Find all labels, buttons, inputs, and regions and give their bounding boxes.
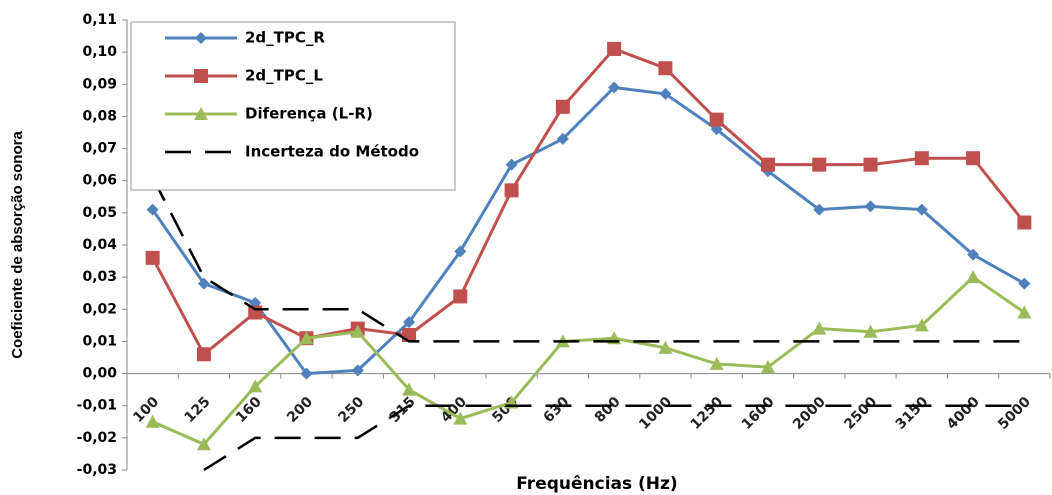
point — [300, 367, 313, 380]
y-tick-label: -0,02 — [77, 430, 117, 446]
point — [709, 356, 724, 370]
point — [403, 316, 416, 329]
point — [966, 270, 981, 284]
point — [1018, 277, 1031, 290]
point — [1017, 215, 1032, 230]
point — [812, 321, 827, 335]
point — [197, 277, 210, 290]
series-line — [151, 85, 1026, 376]
point — [454, 245, 467, 258]
point — [659, 87, 672, 100]
x-tick-label: 1000 — [636, 394, 675, 433]
x-tick-label: 125 — [182, 394, 214, 426]
x-tick-label: 100 — [130, 394, 162, 426]
point — [608, 81, 621, 94]
x-tick-label: 200 — [284, 394, 316, 426]
point — [194, 107, 208, 120]
point — [453, 411, 468, 425]
x-tick-label: 1600 — [739, 394, 778, 433]
x-tick-label: 2500 — [841, 394, 880, 433]
y-tick-label: 0,11 — [82, 12, 117, 28]
y-tick-label: 0,03 — [82, 269, 117, 285]
point — [402, 382, 417, 396]
y-tick-label: 0,02 — [82, 301, 117, 317]
point — [505, 158, 518, 171]
x-tick-label: 160 — [233, 394, 265, 426]
series-line — [151, 176, 1025, 343]
point — [555, 99, 570, 114]
point — [351, 364, 364, 377]
legend-label: Diferença (L-R) — [245, 105, 373, 123]
legend-label: 2d_TPC_R — [245, 29, 325, 47]
point — [607, 41, 622, 56]
point — [760, 360, 775, 374]
point — [556, 132, 569, 145]
series-line — [152, 275, 1026, 447]
point — [145, 414, 160, 428]
y-tick-label: 0,10 — [82, 44, 117, 60]
y-tick-label: 0,09 — [82, 76, 117, 92]
y-tick-label: 0,08 — [82, 108, 117, 124]
point — [914, 151, 929, 166]
x-tick-label: 3150 — [893, 394, 932, 433]
legend-label: Incerteza do Método — [245, 143, 419, 161]
point — [402, 328, 417, 342]
point — [710, 123, 723, 136]
x-tick-label: 2000 — [790, 394, 829, 433]
x-tick-label: 4000 — [944, 394, 983, 433]
legend: 2d_TPC_R 2d_TPC_L Diferença (L-R) Incerteza… — [130, 21, 456, 191]
point — [915, 203, 928, 216]
point — [812, 157, 827, 172]
point — [146, 203, 159, 216]
point — [504, 183, 519, 198]
y-tick-label: -0,01 — [77, 398, 117, 414]
x-axis-title: Frequências (Hz) — [516, 474, 677, 494]
point — [966, 151, 981, 166]
point — [194, 69, 208, 83]
point — [863, 157, 878, 172]
point — [145, 250, 160, 265]
point — [196, 437, 211, 451]
y-tick-label: 0,00 — [82, 366, 117, 382]
point — [760, 157, 775, 172]
y-tick-label: -0,03 — [77, 462, 117, 478]
point — [709, 112, 724, 127]
point — [864, 200, 877, 213]
point — [863, 324, 878, 338]
point — [248, 379, 263, 393]
point — [1017, 305, 1032, 319]
point — [196, 347, 211, 362]
x-tick-label: 630 — [541, 394, 573, 426]
y-tick-label: 0,07 — [82, 141, 117, 157]
point — [658, 61, 673, 76]
x-tick-label: 800 — [592, 394, 624, 426]
point — [453, 289, 468, 304]
series-line-lower — [203, 404, 1025, 472]
y-axis-title: Coeficiente de absorção sonora — [9, 131, 26, 359]
series-line — [151, 47, 1026, 357]
point — [813, 203, 826, 216]
x-tick-label: 1250 — [687, 394, 726, 433]
legend-box — [130, 21, 456, 191]
point — [350, 324, 365, 338]
y-tick-label: 0,05 — [82, 205, 117, 221]
point — [299, 331, 314, 345]
x-tick-label: 5000 — [995, 394, 1034, 433]
x-tick-label: 250 — [335, 394, 367, 426]
point — [967, 248, 980, 261]
point — [195, 32, 207, 44]
point — [658, 340, 673, 354]
y-tick-label: 0,04 — [82, 237, 117, 253]
legend-label: 2d_TPC_L — [245, 67, 323, 85]
point — [914, 318, 929, 332]
y-tick-label: 0,01 — [82, 333, 117, 349]
y-tick-label: 0,06 — [82, 173, 117, 189]
